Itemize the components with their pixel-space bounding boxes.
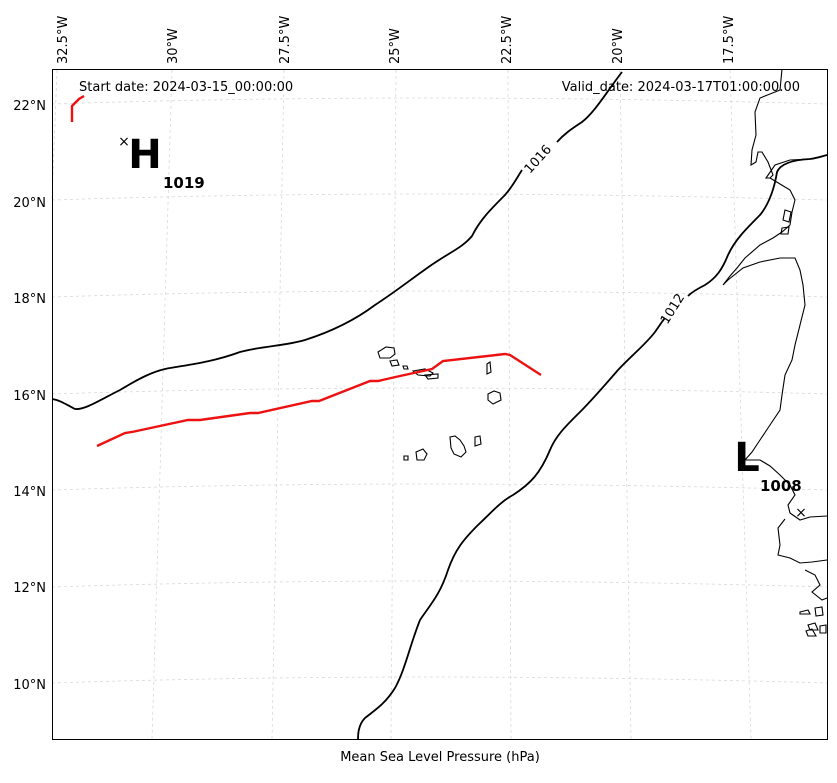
isobar-1012 [357,154,828,741]
latitude-ticks: 22°N 20°N 18°N 16°N 14°N 12°N 10°N [13,99,46,693]
cv-raso [423,373,439,380]
pressure-center-high: × H 1019 [118,132,205,192]
lat-tick-label: 20°N [13,196,46,211]
coastline [377,68,828,637]
lat-tick-label: 16°N [13,389,46,404]
pressure-center-low: × L 1008 [734,435,807,521]
lat-tick-label: 10°N [13,678,46,693]
meridian-20w [619,69,632,741]
africa-coast [722,68,828,601]
cv-santa-luzia [402,365,409,370]
lat-tick-label: 12°N [13,581,46,596]
lon-tick-label: 30°W [166,28,181,64]
isobar-label-1016: 1016 [522,142,555,177]
parallel-10n [51,676,828,684]
lat-tick-label: 18°N [13,292,46,307]
high-center-value: 1019 [163,174,205,192]
map-frame [52,69,828,740]
cv-maio [474,435,482,447]
meridian-30w [151,69,173,741]
cv-sao-vicente [389,359,400,367]
isobar-1016 [51,71,623,410]
isobars [51,71,828,741]
lat-tick-label: 22°N [13,99,46,114]
cv-brava [403,455,409,461]
meridian-17-5w [729,69,752,741]
lat-tick-label: 14°N [13,485,46,500]
bijagos-islands [799,606,827,637]
low-center-value: 1008 [760,477,802,495]
lon-tick-label: 17.5°W [722,16,737,64]
start-date-label: Start date: 2024-03-15_00:00:00 [79,80,293,95]
cv-santo-antao [377,346,396,359]
meridian-22-5w [507,69,512,741]
lon-tick-label: 32.5°W [56,16,71,64]
front-main [96,352,542,448]
parallel-16n [51,387,828,395]
cv-sal [486,361,492,375]
x-axis-label: Mean Sea Level Pressure (hPa) [340,750,540,765]
lon-tick-label: 20°W [611,28,626,64]
high-center-marker: × [118,134,130,150]
canary-islands [780,209,792,235]
isobar-label-1012: 1012 [658,291,688,327]
meridian-27-5w [271,69,285,741]
high-center-letter: H [128,132,161,178]
front-lines [70,94,542,448]
low-center-letter: L [734,435,760,481]
graticule [51,69,828,741]
front-northwest [70,94,85,122]
longitude-ticks: 32.5°W 30°W 27.5°W 25°W 22.5°W 20°W 17.5… [56,16,737,64]
cv-boa-vista [487,390,502,405]
parallel-22n [51,97,828,105]
low-center-marker: × [795,505,807,521]
cv-fogo [415,448,428,461]
valid-date-label: Valid_date: 2024-03-17T01:00:00.00 [562,80,800,95]
meridian-25w [390,69,397,741]
lon-tick-label: 25°W [388,28,403,64]
parallel-12n [51,580,828,588]
cv-santiago [449,435,467,458]
parallel-18n [51,290,828,298]
parallel-14n [51,483,828,491]
parallel-20n [51,193,828,201]
lon-tick-label: 22.5°W [500,16,515,64]
lon-tick-label: 27.5°W [278,16,293,64]
